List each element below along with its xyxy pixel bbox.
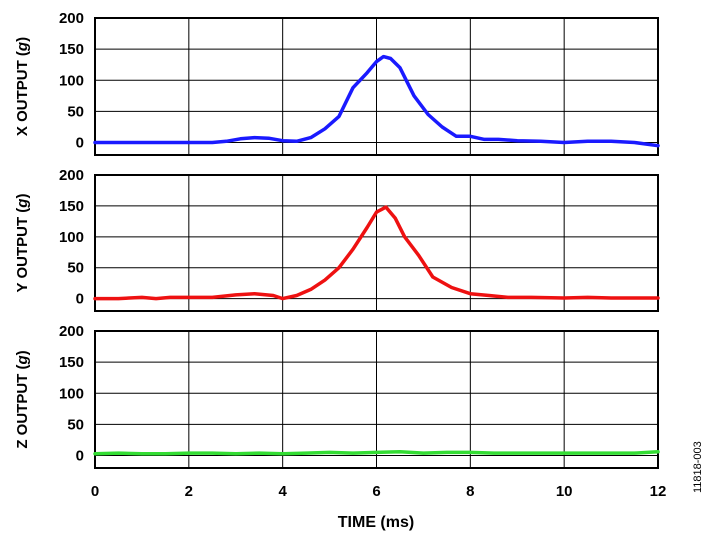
x-axis: 0 2 4 6 8 10 12 [91,483,667,500]
series-line [93,205,660,301]
figure-code: 11818-003 [692,441,704,493]
x-tick-label: 8 [466,483,474,500]
y-tick-label: 200 [59,167,84,184]
x-tick-label: 2 [185,483,193,500]
y-tick-label: 200 [59,323,84,340]
y-tick-label: 200 [59,10,84,27]
y-tick-label: 50 [67,103,84,120]
y-tick-label: 100 [59,229,84,246]
panel-0: 0 50 100 150 200 X OUTPUT (g) [14,10,660,156]
x-tick-label: 0 [91,483,99,500]
panels: 0 50 100 150 200 X OUTPUT (g) 0 50 100 150 200 Y OU… [14,10,660,469]
y-tick-label: 150 [59,354,84,371]
plot-frame [94,330,659,469]
x-tick-label: 6 [372,483,380,500]
y-tick-label: 0 [76,448,84,465]
y-tick-label: 0 [76,291,84,308]
x-tick-label: 12 [650,483,667,500]
y-axis-label: Y OUTPUT (g) [14,194,31,293]
x-tick-label: 4 [278,483,287,500]
plot-frame [94,17,659,156]
y-tick-label: 100 [59,385,84,402]
y-axis-label: Z OUTPUT (g) [14,350,31,448]
plot-frame [94,174,659,312]
y-tick-label: 150 [59,41,84,58]
y-tick-label: 50 [67,416,84,433]
series-line [93,450,660,456]
y-tick-label: 50 [67,260,84,277]
series-line [93,54,660,148]
panel-2: 0 50 100 150 200 Z OUTPUT (g) [14,323,660,469]
y-tick-label: 150 [59,198,84,215]
y-tick-label: 0 [76,135,84,152]
x-axis-label: TIME (ms) [338,514,414,531]
panel-1: 0 50 100 150 200 Y OUTPUT (g) [14,167,660,312]
x-tick-label: 10 [556,483,573,500]
y-axis-label: X OUTPUT (g) [14,37,31,136]
y-tick-label: 100 [59,72,84,89]
